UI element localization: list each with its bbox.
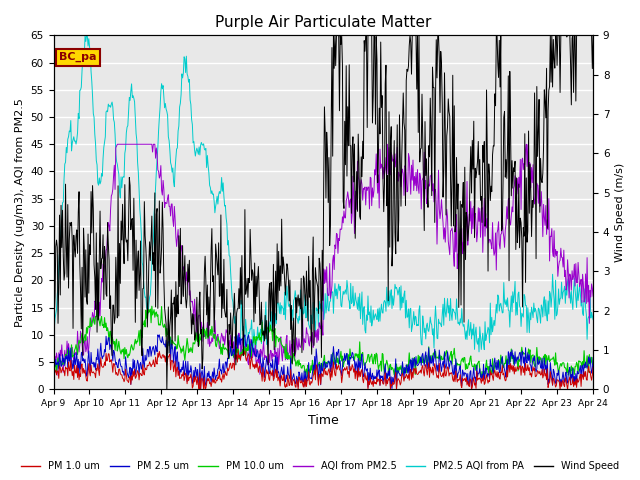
- X-axis label: Time: Time: [308, 414, 339, 427]
- Y-axis label: Particle Density (ug/m3), AQI from PM2.5: Particle Density (ug/m3), AQI from PM2.5: [15, 98, 25, 327]
- Title: Purple Air Particulate Matter: Purple Air Particulate Matter: [215, 15, 431, 30]
- Legend: PM 1.0 um, PM 2.5 um, PM 10.0 um, AQI from PM2.5, PM2.5 AQI from PA, Wind Speed: PM 1.0 um, PM 2.5 um, PM 10.0 um, AQI fr…: [17, 457, 623, 475]
- Y-axis label: Wind Speed (m/s): Wind Speed (m/s): [615, 163, 625, 262]
- Text: BC_pa: BC_pa: [59, 52, 97, 62]
